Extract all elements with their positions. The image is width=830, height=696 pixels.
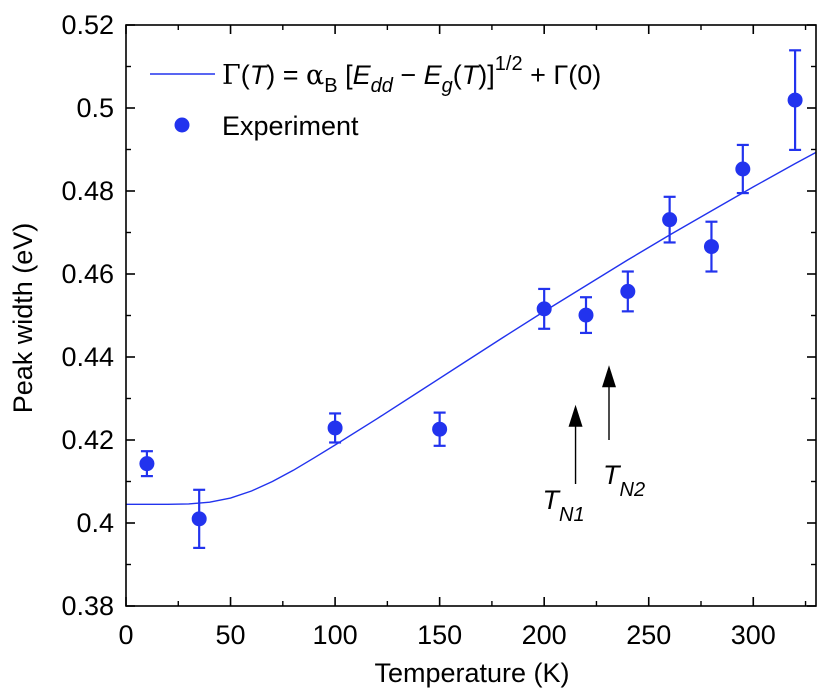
y-tick-label: 0.44 xyxy=(61,342,114,372)
x-tick-label: 50 xyxy=(216,620,246,650)
legend-e-dd: E xyxy=(353,60,372,90)
experiment-point xyxy=(432,411,448,447)
annotation-label-sub: N2 xyxy=(620,479,646,501)
legend-bracket: [ xyxy=(338,60,354,90)
y-tick-label: 0.4 xyxy=(76,508,114,538)
legend: Γ(T) = αB [Edd − Eg(T)]1/2 + Γ(0) Experi… xyxy=(150,53,601,141)
data-point-marker xyxy=(620,283,636,299)
experiment-point xyxy=(327,412,343,444)
legend-close: )] xyxy=(478,60,495,90)
legend-minus: − xyxy=(393,60,424,90)
data-point-marker xyxy=(735,161,751,177)
x-tick-label: 300 xyxy=(731,620,776,650)
annotation-arrow-head xyxy=(568,404,583,427)
legend-equals: ) = xyxy=(266,60,306,90)
experiment-point xyxy=(536,287,552,330)
x-tick-label: 150 xyxy=(417,620,462,650)
y-tick-label: 0.52 xyxy=(61,10,114,40)
experiment-point xyxy=(703,220,719,273)
neel-temperature-annotation: TN2 xyxy=(602,365,645,501)
legend-exponent: 1/2 xyxy=(495,53,523,75)
y-tick-label: 0.38 xyxy=(61,591,114,621)
annotation-label-sub: N1 xyxy=(559,504,585,526)
legend-e-dd-sub: dd xyxy=(371,75,394,97)
legend-e-g: E xyxy=(424,60,443,90)
y-tick-label: 0.48 xyxy=(61,176,114,206)
x-tick-label: 250 xyxy=(626,620,671,650)
legend-marker-label: Experiment xyxy=(222,111,359,141)
legend-line-label: Γ(T) = αB [Edd − Eg(T)]1/2 + Γ(0) xyxy=(222,53,601,97)
experiment-point xyxy=(620,270,636,313)
x-tick-label: 0 xyxy=(118,620,133,650)
legend-tail: + Γ(0) xyxy=(523,60,602,90)
data-point-marker xyxy=(139,456,155,472)
experiment-points-layer xyxy=(139,49,803,550)
legend-gamma: Γ xyxy=(222,60,241,91)
data-point-marker xyxy=(703,239,719,255)
experiment-point xyxy=(662,195,678,244)
experiment-point xyxy=(578,296,594,335)
annotation-label: TN2 xyxy=(603,460,645,501)
experiment-point xyxy=(787,49,803,152)
y-tick-label: 0.5 xyxy=(76,93,114,123)
legend-marker-swatch xyxy=(174,117,190,133)
legend-e-g-sub: g xyxy=(442,75,453,97)
data-point-marker xyxy=(432,421,448,437)
annotation-label: TN1 xyxy=(543,485,585,526)
annotation-label-main: T xyxy=(543,485,562,515)
legend-t: T xyxy=(250,60,269,90)
data-point-marker xyxy=(578,307,594,323)
y-axis-title: Peak width (eV) xyxy=(8,223,38,414)
annotation-arrow-head xyxy=(602,365,616,388)
data-point-marker xyxy=(787,92,803,108)
legend-paren: ( xyxy=(241,60,250,90)
legend-alpha: α xyxy=(306,60,324,91)
neel-temperature-annotation: TN1 xyxy=(543,404,585,526)
x-tick-label: 100 xyxy=(313,620,358,650)
data-point-marker xyxy=(327,420,343,436)
legend-t2: T xyxy=(462,60,481,90)
axis-tick-labels: 0 50 100 150 200 250 300 0.38 0.4 0.42 0.44 0.46 0.4… xyxy=(61,10,775,650)
annotation-label-main: T xyxy=(603,460,622,490)
experiment-point xyxy=(191,488,207,550)
experiment-point xyxy=(735,143,751,195)
data-point-marker xyxy=(191,511,207,527)
plot-frame xyxy=(125,24,817,607)
x-axis-title: Temperature (K) xyxy=(374,658,569,688)
y-tick-label: 0.46 xyxy=(61,259,114,289)
y-tick-label: 0.42 xyxy=(61,425,114,455)
data-point-marker xyxy=(536,301,552,317)
experiment-point xyxy=(139,450,155,478)
legend-paren2: ( xyxy=(453,60,462,90)
data-point-marker xyxy=(662,212,678,228)
legend-alpha-sub: B xyxy=(324,75,337,97)
fit-curve-line xyxy=(126,151,817,505)
x-tick-label: 200 xyxy=(522,620,567,650)
fit-curve-layer xyxy=(126,151,817,505)
